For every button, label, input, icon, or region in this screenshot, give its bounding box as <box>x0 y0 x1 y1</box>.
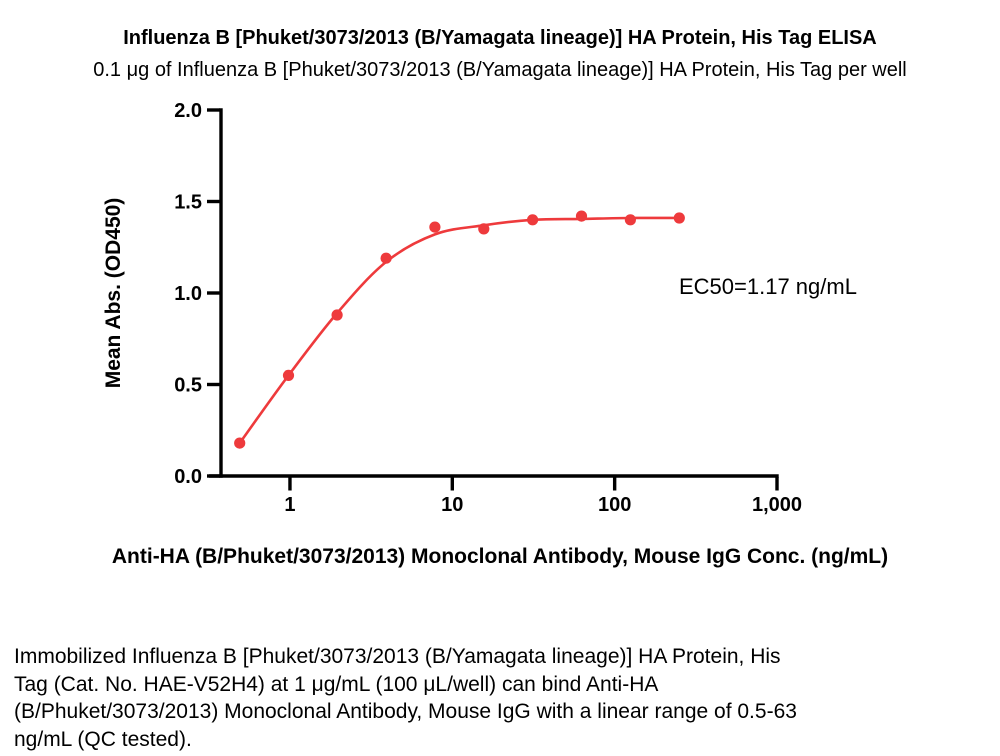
ec50-annotation: EC50=1.17 ng/mL <box>679 274 857 299</box>
description-paragraph: Immobilized Influenza B [Phuket/3073/201… <box>14 643 797 753</box>
chart-title: Influenza B [Phuket/3073/2013 (B/Yamagat… <box>123 27 877 49</box>
svg-text:1,000: 1,000 <box>752 494 802 516</box>
y-axis-title: Mean Abs. (OD450) <box>102 197 125 389</box>
x-axis-title: Anti-HA (B/Phuket/3073/2013) Monoclonal … <box>111 545 889 568</box>
svg-text:1: 1 <box>284 494 295 516</box>
svg-text:1.5: 1.5 <box>174 192 202 214</box>
svg-text:10: 10 <box>441 494 463 516</box>
svg-text:100: 100 <box>598 494 631 516</box>
svg-text:1.0: 1.0 <box>174 283 202 305</box>
svg-text:0.0: 0.0 <box>174 466 202 488</box>
description-line: Immobilized Influenza B [Phuket/3073/201… <box>14 645 781 668</box>
svg-text:2.0: 2.0 <box>174 100 202 122</box>
elisa-curve-plot: 0.0 0.5 1.0 1.5 2.0 1 10 100 1,000 <box>174 100 802 516</box>
description-line: (B/Phuket/3073/2013) Monoclonal Antibody… <box>14 700 797 723</box>
svg-text:0.5: 0.5 <box>174 375 202 397</box>
description-line: ng/mL (QC tested). <box>14 727 192 751</box>
chart-subtitle: 0.1 μg of Influenza B [Phuket/3073/2013 … <box>93 59 907 81</box>
description-line: Tag (Cat. No. HAE-V52H4) at 1 μg/mL (100… <box>14 672 659 696</box>
